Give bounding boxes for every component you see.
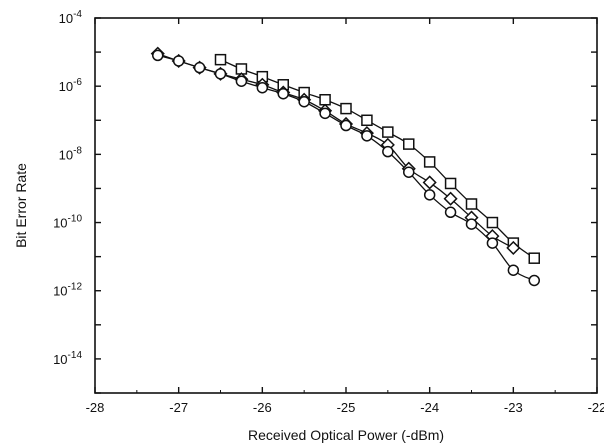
- series-circle-point: [340, 119, 352, 132]
- series-circle-point: [382, 145, 394, 158]
- series-square-point: [465, 198, 478, 210]
- series-diamond-point: [443, 191, 458, 206]
- series-square-point: [340, 102, 352, 115]
- axes: -28 -27 -26 -25 -24 -23 -22 10-4 10-6 10-8 10-10 10…: [53, 9, 604, 415]
- series-circle-point: [152, 49, 164, 62]
- y-tick-label: 10-10: [53, 214, 82, 231]
- series-circle-point: [277, 87, 289, 100]
- series-circle-point: [423, 189, 436, 201]
- series-square-point: [423, 156, 436, 168]
- x-tick-label: -22: [588, 400, 604, 415]
- series-circle-point: [465, 218, 478, 230]
- series-square-point: [382, 126, 394, 138]
- series-circle-curve: [157, 54, 535, 282]
- data-markers: [150, 46, 540, 287]
- y-tick-label: 10-6: [59, 77, 83, 94]
- series-diamond-point: [422, 175, 437, 190]
- series-circle-point: [361, 130, 373, 142]
- y-tick-label: 10-4: [59, 9, 83, 26]
- y-tick-label: 10-8: [59, 145, 83, 162]
- y-tick-label: 10-14: [53, 350, 82, 367]
- x-axis-label: Received Optical Power (-dBm): [248, 427, 444, 443]
- series-square-point: [486, 216, 499, 229]
- series-circle-point: [403, 166, 415, 178]
- series-circle-point: [235, 75, 248, 87]
- series-diamond-point: [506, 240, 521, 255]
- series-circle-point: [193, 61, 206, 74]
- series-circle-point: [444, 206, 457, 219]
- series-square-point: [444, 177, 457, 190]
- x-tick-label: -26: [253, 400, 272, 415]
- series-square-curve: [220, 59, 535, 259]
- x-tick-label: -28: [86, 400, 105, 415]
- series-circle-point: [319, 107, 331, 120]
- series-circle-point: [172, 55, 185, 67]
- series-circle-point: [486, 237, 499, 249]
- series-square-point: [361, 114, 373, 127]
- axis-labels: Received Optical Power (-dBm) Bit Error …: [13, 163, 444, 443]
- x-tick-label: -27: [169, 400, 188, 415]
- series-circle-point: [507, 264, 520, 276]
- series-circle-point: [214, 68, 227, 80]
- x-tick-label: -25: [337, 400, 356, 415]
- series-circle-point: [256, 81, 269, 94]
- series-circle-point: [528, 274, 540, 287]
- series-square-point: [403, 138, 415, 150]
- series-square-point: [528, 252, 540, 264]
- series-square-point: [214, 53, 227, 66]
- x-tick-label: -23: [504, 400, 523, 415]
- series-square-point: [319, 93, 331, 106]
- y-axis-label: Bit Error Rate: [13, 163, 29, 248]
- x-tick-label: -24: [420, 400, 439, 415]
- series-diamond-curve: [157, 53, 514, 249]
- series-circle-point: [298, 95, 310, 108]
- plot-frame: [94, 17, 598, 394]
- y-tick-label: 10-12: [53, 282, 82, 299]
- fit-curves: [157, 53, 535, 282]
